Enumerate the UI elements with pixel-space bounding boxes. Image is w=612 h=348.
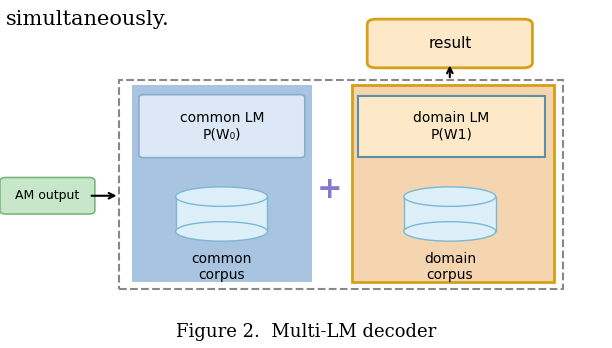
FancyBboxPatch shape (352, 85, 554, 282)
Polygon shape (176, 197, 267, 231)
FancyBboxPatch shape (367, 19, 532, 68)
FancyBboxPatch shape (132, 85, 312, 282)
Text: common
corpus: common corpus (192, 252, 252, 282)
Ellipse shape (176, 222, 267, 241)
FancyBboxPatch shape (139, 95, 305, 158)
Text: AM output: AM output (15, 189, 80, 202)
Text: Figure 2.  Multi-LM decoder: Figure 2. Multi-LM decoder (176, 323, 436, 341)
Text: common LM
P(W₀): common LM P(W₀) (179, 111, 264, 141)
Text: domain LM
P(W1): domain LM P(W1) (413, 111, 490, 141)
FancyBboxPatch shape (358, 96, 545, 157)
Text: domain
corpus: domain corpus (424, 252, 476, 282)
Text: +: + (316, 175, 342, 204)
Ellipse shape (404, 222, 496, 241)
Ellipse shape (404, 187, 496, 206)
Polygon shape (404, 197, 496, 231)
Ellipse shape (176, 187, 267, 206)
FancyBboxPatch shape (0, 177, 95, 214)
Text: result: result (428, 36, 471, 51)
Text: simultaneously.: simultaneously. (6, 10, 170, 30)
